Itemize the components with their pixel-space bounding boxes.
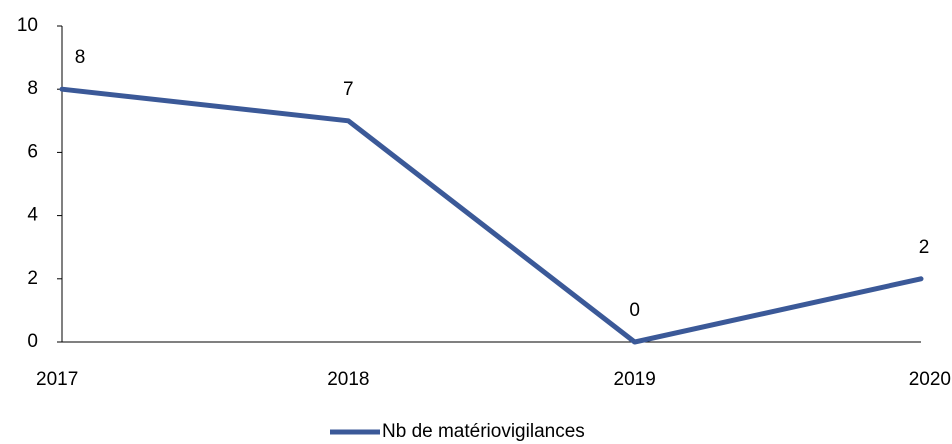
data-label: 8	[75, 47, 86, 68]
y-tick-label: 8	[27, 78, 38, 99]
x-tick-label: 2020	[909, 369, 951, 390]
x-tick-label: 2017	[36, 369, 78, 390]
legend-label: Nb de matériovigilances	[382, 421, 585, 442]
data-label: 0	[629, 300, 640, 321]
data-line	[59, 86, 924, 345]
data-label: 7	[343, 79, 354, 100]
data-label: 2	[919, 237, 930, 258]
y-tick-label: 10	[17, 15, 38, 36]
y-tick-label: 2	[27, 268, 38, 289]
y-tick-label: 4	[27, 205, 38, 226]
y-tick-label: 6	[27, 141, 38, 162]
y-tick-label: 0	[27, 331, 38, 352]
x-tick-label: 2018	[327, 369, 369, 390]
x-tick-label: 2019	[614, 369, 656, 390]
